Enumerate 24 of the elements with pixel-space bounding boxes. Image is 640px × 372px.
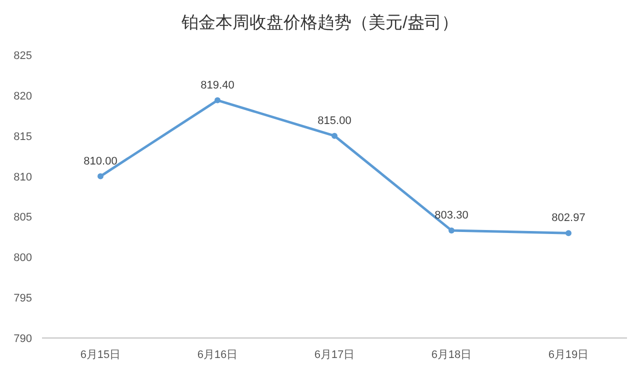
y-tick-label: 790	[14, 333, 32, 345]
point	[98, 173, 104, 180]
data-label: 803.30	[434, 209, 468, 222]
x-tick-label: 6月18日	[431, 349, 472, 361]
y-tick-label: 805	[14, 212, 32, 224]
data-label: 815.00	[318, 114, 352, 127]
chart-title: 铂金本周收盘价格趋势（美元/盎司）	[180, 13, 458, 32]
data-label: 810.00	[84, 155, 118, 168]
point	[214, 97, 220, 104]
x-tick-label: 6月19日	[548, 349, 589, 361]
y-tick-label: 810	[14, 171, 32, 184]
y-tick-label: 825	[14, 50, 32, 62]
x-tick-label: 6月17日	[314, 349, 355, 361]
data-label: 802.97	[552, 212, 586, 224]
y-tick-label: 820	[14, 90, 32, 102]
y-tick-label: 815	[14, 130, 32, 143]
y-tick-label: 800	[14, 252, 32, 264]
data-label: 819.40	[200, 79, 234, 92]
point	[566, 230, 572, 236]
point	[448, 227, 454, 234]
y-tick-label: 795	[14, 292, 32, 305]
point	[332, 132, 338, 139]
x-tick-label: 6月16日	[197, 349, 238, 361]
x-tick-label: 6月15日	[80, 349, 121, 361]
